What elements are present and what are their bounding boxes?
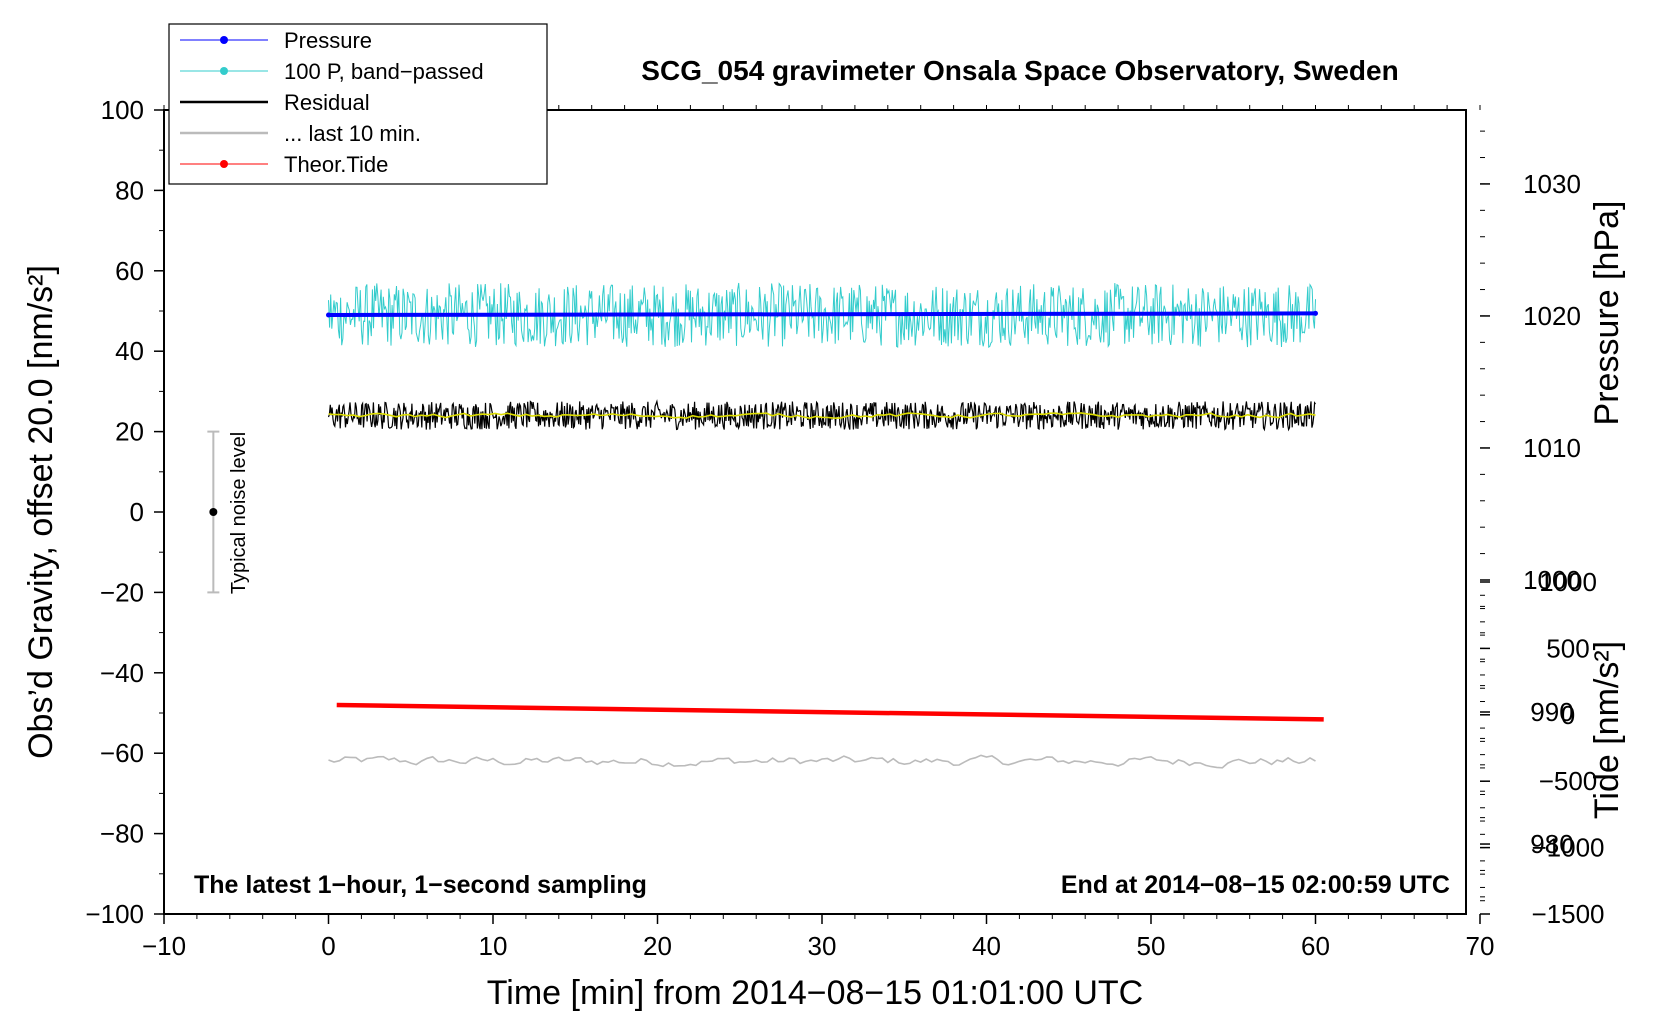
pressure-tick-label: 1000 <box>1523 565 1581 595</box>
tide-tick-label: −1500 <box>1531 899 1604 929</box>
y-tick-label: 100 <box>101 95 144 125</box>
x-axis: −10 0 10 20 30 40 50 60 70 <box>142 105 1495 961</box>
series-theor-tide <box>336 702 1324 722</box>
tide-tick-label: −500 <box>1539 766 1598 796</box>
x-tick-label: 60 <box>1301 931 1330 961</box>
y-tick-label: −60 <box>100 738 144 768</box>
pressure-tick-label: 980 <box>1530 829 1573 859</box>
plot-area <box>163 109 1467 915</box>
x-tick-label: 0 <box>321 931 335 961</box>
x-axis-label: Time [min] from 2014−08−15 01:01:00 UTC <box>487 974 1143 1012</box>
y-tick-label: 80 <box>115 175 144 205</box>
x-tick-label: 50 <box>1137 931 1166 961</box>
legend-marker <box>220 160 228 168</box>
y-axis: −100 −80 −60 −40 −20 0 20 40 60 80 100 <box>85 95 164 929</box>
noise-label: Typical noise level <box>228 432 250 594</box>
tide-tick-label: 500 <box>1546 633 1589 663</box>
noise-indicator: Typical noise level <box>207 430 250 594</box>
series-last-10-min <box>328 754 1316 769</box>
x-tick-label: 40 <box>972 931 1001 961</box>
legend-marker <box>220 36 228 44</box>
tide-tick-label: 1000 <box>1539 567 1597 597</box>
pressure-tick-label: 1020 <box>1523 301 1581 331</box>
series-pressure-point <box>326 312 331 318</box>
tide-axis-label: Tide [nm/s²] <box>1588 641 1626 819</box>
series-pressure <box>328 311 1316 318</box>
tide-tick-label: 0 <box>1561 700 1575 730</box>
series-pressure-point <box>1313 310 1318 316</box>
x-tick-label: 20 <box>643 931 672 961</box>
pressure-axis-label: Pressure [hPa] <box>1588 201 1626 426</box>
x-tick-label: 70 <box>1466 931 1495 961</box>
legend-label: Pressure <box>284 28 372 53</box>
tide-tick-label: −1000 <box>1531 833 1604 863</box>
pressure-tick-label: 1030 <box>1523 169 1581 199</box>
legend-label: 100 P, band−passed <box>284 59 484 84</box>
y-tick-label: 20 <box>115 417 144 447</box>
x-tick-label: 30 <box>808 931 837 961</box>
legend-label: ... last 10 min. <box>284 121 421 146</box>
tide-axis: −1500 −1000 −500 0 500 1000 <box>1480 567 1605 929</box>
y-tick-label: 60 <box>115 256 144 286</box>
legend-label: Residual <box>284 90 370 115</box>
legend-label: Theor.Tide <box>284 152 388 177</box>
x-tick-label: −10 <box>142 931 186 961</box>
legend-marker <box>220 67 228 75</box>
y-axis-label: Obs’d Gravity, offset 20.0 [nm/s²] <box>22 265 60 759</box>
series-residual-smoothed <box>328 412 1316 420</box>
y-tick-label: −40 <box>100 658 144 688</box>
footer-left: The latest 1−hour, 1−second sampling <box>194 871 647 899</box>
y-tick-label: 0 <box>130 497 144 527</box>
pressure-tick-label: 990 <box>1530 697 1573 727</box>
legend: Pressure 100 P, band−passed Residual ... la… <box>168 23 548 185</box>
plot-frame <box>163 109 1467 915</box>
chart-title: SCG_054 gravimeter Onsala Space Observat… <box>641 55 1398 86</box>
x-tick-label: 10 <box>479 931 508 961</box>
legend-box <box>168 23 548 185</box>
series-residual <box>327 399 1316 432</box>
series-layer <box>326 282 1324 769</box>
noise-center-dot <box>209 508 218 516</box>
y-tick-label: −80 <box>100 819 144 849</box>
pressure-axis: 980 990 1000 1010 1020 1030 <box>1480 130 1581 898</box>
y-tick-label: 40 <box>115 336 144 366</box>
y-tick-label: −100 <box>85 899 144 929</box>
pressure-tick-label: 1010 <box>1523 433 1581 463</box>
y-tick-label: −20 <box>100 577 144 607</box>
footer-right: End at 2014−08−15 02:00:59 UTC <box>1061 871 1450 899</box>
